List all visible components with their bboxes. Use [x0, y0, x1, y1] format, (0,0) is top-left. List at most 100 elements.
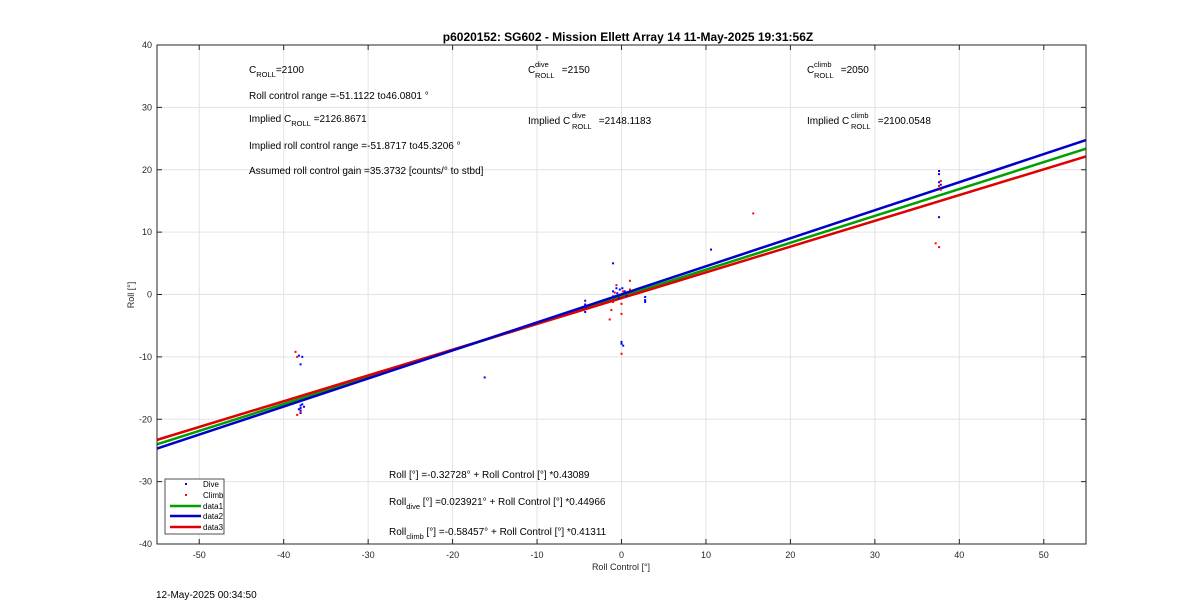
- point-dive: [299, 363, 302, 366]
- point-climb: [612, 300, 615, 303]
- point-dive: [299, 404, 302, 407]
- c-roll-climb-sup: climb: [814, 60, 832, 69]
- y-tick-label: 20: [142, 165, 152, 175]
- legend-marker-dive: [185, 483, 187, 485]
- legend-marker-climb: [185, 494, 187, 496]
- implied-c-roll-climb-sup: climb: [851, 111, 869, 120]
- annotation-implied-c-roll: Implied CROLL =2126.8671: [249, 114, 367, 128]
- x-tick-label: 40: [954, 550, 964, 560]
- implied-c-roll-climb-prefix: Implied C: [807, 116, 849, 127]
- point-dive: [584, 310, 587, 313]
- y-tick-label: -20: [139, 414, 152, 424]
- point-dive: [620, 342, 623, 345]
- implied-c-roll-sub: ROLL: [291, 119, 311, 128]
- timestamp: 12-May-2025 00:34:50: [156, 590, 257, 601]
- point-climb: [615, 284, 618, 287]
- point-dive: [938, 169, 941, 172]
- point-dive: [938, 181, 941, 184]
- point-climb: [934, 242, 937, 245]
- point-climb: [938, 184, 941, 187]
- point-dive: [938, 173, 941, 176]
- annotation-c-roll: CROLL=2100: [249, 65, 304, 79]
- point-dive: [584, 299, 587, 302]
- point-climb: [620, 302, 623, 305]
- point-climb: [613, 291, 616, 294]
- point-climb: [296, 355, 299, 358]
- annotation-c-roll-dive: Cdive ROLL =2150: [528, 60, 590, 80]
- implied-c-roll-dive-prefix: Implied C: [528, 116, 570, 127]
- x-tick-label: 0: [619, 550, 624, 560]
- point-dive: [302, 405, 305, 408]
- point-dive: [618, 288, 621, 291]
- legend-label-data1: data1: [203, 502, 224, 511]
- x-tick-label: -40: [277, 550, 290, 560]
- point-climb: [299, 410, 302, 413]
- implied-c-roll-dive-sup: dive: [572, 111, 586, 120]
- x-axis-label: Roll Control [°]: [592, 562, 650, 572]
- axis-ticks: -50 -40 -30 -20 -10 0 10 20 30 40 50 -40 -30 -20 -10 0 1…: [139, 40, 1086, 560]
- point-climb: [628, 279, 631, 282]
- c-roll-climb-value: =2050: [838, 65, 869, 76]
- annotation-roll-control-gain: Assumed roll control gain =35.3732 [coun…: [249, 166, 484, 177]
- point-dive: [584, 303, 587, 306]
- x-tick-label: 20: [785, 550, 795, 560]
- implied-c-roll-climb-sub: ROLL: [851, 122, 871, 131]
- point-dive: [483, 376, 486, 379]
- annotation-fit-climb: Rollclimb [°] =-0.58457° + Roll Control …: [389, 527, 607, 541]
- annotation-fit-dive: Rolldive [°] =0.023921° + Roll Control […: [389, 497, 606, 511]
- implied-c-roll-climb-value: =2100.0548: [875, 116, 931, 127]
- legend-label-climb: Climb: [203, 491, 224, 500]
- x-tick-label: -30: [362, 550, 375, 560]
- y-tick-label: 30: [142, 102, 152, 112]
- fit-dive-rest: [°] =0.023921° + Roll Control [°] *0.449…: [420, 497, 606, 508]
- data-layer: [156, 138, 1087, 450]
- legend-label-dive: Dive: [203, 480, 220, 489]
- legend-label-data2: data2: [203, 512, 224, 521]
- point-dive: [301, 403, 304, 406]
- point-dive: [612, 290, 615, 293]
- fit-climb-base: Roll: [389, 527, 406, 538]
- fit-line-data2: [156, 138, 1087, 450]
- point-climb: [622, 290, 625, 293]
- annotation-c-roll-climb: Cclimb ROLL =2050: [807, 60, 869, 80]
- x-tick-label: 30: [870, 550, 880, 560]
- x-tick-label: 10: [701, 550, 711, 560]
- c-roll-base: C: [249, 65, 256, 76]
- y-tick-label: 40: [142, 40, 152, 50]
- c-roll-climb-sub: ROLL: [814, 71, 834, 80]
- point-dive: [299, 409, 302, 412]
- c-roll-sub: ROLL: [256, 70, 276, 79]
- point-climb: [610, 309, 613, 312]
- c-roll-climb-base: C: [807, 65, 814, 76]
- point-climb: [628, 288, 631, 291]
- point-climb: [939, 188, 942, 191]
- point-dive: [612, 295, 615, 298]
- point-dive: [584, 305, 587, 308]
- implied-c-roll-dive-value: =2148.1183: [596, 116, 652, 127]
- implied-c-roll-value: =2126.8671: [311, 114, 367, 125]
- point-climb: [939, 179, 942, 182]
- point-climb: [294, 350, 297, 353]
- point-dive: [299, 407, 302, 410]
- point-dive: [617, 297, 620, 300]
- y-tick-label: -30: [139, 477, 152, 487]
- y-tick-label: -40: [139, 539, 152, 549]
- annotation-implied-c-roll-dive: Implied Cdive ROLL =2148.1183: [528, 111, 652, 131]
- point-dive: [301, 355, 304, 358]
- legend-label-data3: data3: [203, 523, 224, 532]
- point-dive: [939, 183, 942, 186]
- point-dive: [625, 294, 628, 297]
- fit-line-data1: [156, 147, 1087, 446]
- point-climb: [620, 352, 623, 355]
- c-roll-dive-value: =2150: [559, 65, 590, 76]
- annotation-implied-roll-control-range: Implied roll control range =-51.8717 to4…: [249, 141, 461, 152]
- point-dive: [615, 287, 618, 290]
- y-tick-label: -10: [139, 352, 152, 362]
- point-climb: [752, 212, 755, 215]
- y-axis-label: Roll [°]: [126, 282, 136, 309]
- point-dive: [623, 290, 626, 293]
- annotation-roll-control-range: Roll control range =-51.1122 to46.0801 °: [249, 91, 429, 102]
- point-dive: [297, 408, 300, 411]
- x-tick-label: -20: [446, 550, 459, 560]
